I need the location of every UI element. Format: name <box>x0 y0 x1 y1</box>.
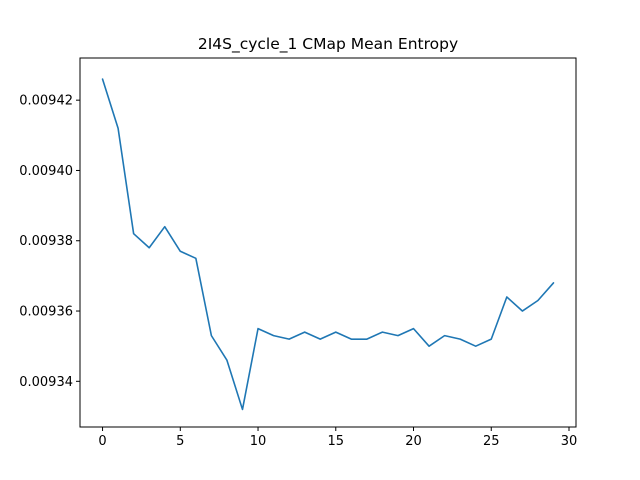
x-axis: 0 5 10 15 20 25 30 <box>98 427 577 449</box>
y-tick-label: 0.00938 <box>19 234 73 249</box>
y-tick-label: 0.00942 <box>19 94 73 109</box>
x-tick-label: 30 <box>561 434 578 449</box>
plot-frame <box>79 57 577 428</box>
x-tick-label: 0 <box>98 434 106 449</box>
x-tick-label: 25 <box>483 434 500 449</box>
y-tick-label: 0.00940 <box>19 164 73 179</box>
series-line <box>101 78 555 411</box>
x-tick-label: 10 <box>250 434 267 449</box>
x-tick-label: 5 <box>176 434 184 449</box>
x-tick-label: 20 <box>405 434 422 449</box>
plot-area <box>101 78 555 411</box>
y-tick-label: 0.00936 <box>19 305 73 320</box>
y-tick-label: 0.00934 <box>19 375 73 390</box>
x-tick-label: 15 <box>328 434 345 449</box>
chart-title: 2I4S_cycle_1 CMap Mean Entropy <box>198 35 458 54</box>
y-axis: 0.00934 0.00936 0.00938 0.00940 0.00942 <box>19 94 80 390</box>
